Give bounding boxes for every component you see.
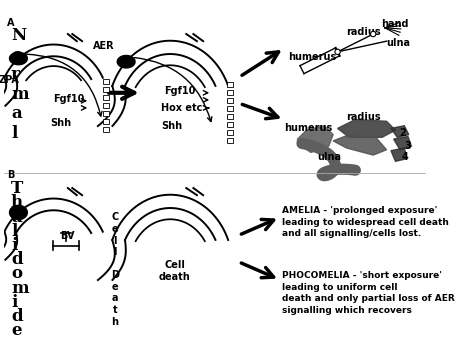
Text: humerus: humerus	[284, 123, 332, 133]
Polygon shape	[391, 126, 409, 137]
Polygon shape	[9, 205, 27, 220]
Text: Cell
death: Cell death	[159, 260, 191, 282]
Text: radius: radius	[346, 113, 381, 122]
Polygon shape	[394, 136, 411, 150]
Text: T: T	[11, 180, 23, 197]
Text: a: a	[112, 294, 118, 304]
Text: d: d	[11, 308, 22, 325]
Text: o: o	[11, 266, 22, 283]
Text: l: l	[11, 223, 17, 240]
Text: o: o	[11, 47, 22, 64]
Bar	[103, 94, 109, 100]
Polygon shape	[298, 126, 333, 152]
Bar	[103, 78, 109, 84]
Circle shape	[371, 31, 376, 37]
Text: l: l	[113, 236, 117, 246]
Bar	[227, 130, 233, 135]
Text: l: l	[11, 125, 17, 142]
Text: D: D	[111, 270, 119, 280]
Polygon shape	[9, 52, 27, 65]
Text: Fgf10: Fgf10	[53, 94, 84, 104]
Text: d: d	[11, 251, 22, 268]
Bar	[227, 90, 233, 95]
Text: humerus: humerus	[289, 52, 337, 62]
Text: ulna: ulna	[317, 152, 341, 163]
Text: h: h	[11, 194, 23, 211]
Text: e: e	[112, 282, 118, 292]
Bar	[103, 127, 109, 132]
Text: 3: 3	[404, 141, 411, 151]
Text: C: C	[111, 212, 118, 223]
Text: ZPA: ZPA	[0, 75, 20, 84]
Text: t: t	[113, 305, 118, 315]
Bar	[227, 122, 233, 127]
Text: e: e	[112, 224, 118, 234]
Bar	[227, 138, 233, 143]
Text: A: A	[7, 18, 15, 28]
Bar	[227, 98, 233, 103]
Text: i: i	[11, 237, 17, 254]
Text: Shh: Shh	[161, 121, 182, 131]
Text: 4: 4	[401, 152, 409, 163]
Bar	[103, 103, 109, 108]
Text: a: a	[11, 105, 22, 122]
Text: r: r	[11, 66, 20, 83]
Text: l: l	[113, 247, 117, 257]
Bar	[103, 111, 109, 116]
Text: N: N	[11, 27, 26, 44]
Bar	[227, 106, 233, 111]
Bar	[227, 82, 233, 87]
Polygon shape	[117, 55, 135, 68]
Text: i: i	[11, 294, 17, 311]
Text: PHOCOMELIA - 'short exposure'
leading to uniform cell
death and only partial los: PHOCOMELIA - 'short exposure' leading to…	[283, 271, 455, 315]
Bar	[103, 87, 109, 92]
Text: Fgf10: Fgf10	[164, 86, 195, 96]
Text: Shh: Shh	[50, 118, 71, 128]
Text: AMELIA - 'prolonged exposure'
leading to widespread cell death
and all signallin: AMELIA - 'prolonged exposure' leading to…	[283, 206, 449, 239]
Text: 2: 2	[399, 129, 406, 138]
Text: ulna: ulna	[386, 38, 410, 48]
Text: AER: AER	[93, 41, 114, 51]
Text: m: m	[11, 86, 28, 103]
Text: Hox etc: Hox etc	[161, 103, 203, 113]
Text: BV: BV	[60, 230, 74, 241]
Text: a: a	[11, 208, 22, 225]
Text: hand: hand	[381, 19, 409, 29]
Text: B: B	[7, 170, 15, 180]
Polygon shape	[333, 135, 386, 155]
Bar	[227, 114, 233, 119]
Text: radius: radius	[346, 27, 381, 37]
Polygon shape	[337, 120, 395, 137]
Text: e: e	[11, 322, 21, 339]
Bar	[103, 119, 109, 124]
Text: h: h	[111, 317, 118, 327]
Polygon shape	[391, 148, 407, 161]
Circle shape	[335, 49, 340, 55]
Text: m: m	[11, 280, 28, 297]
